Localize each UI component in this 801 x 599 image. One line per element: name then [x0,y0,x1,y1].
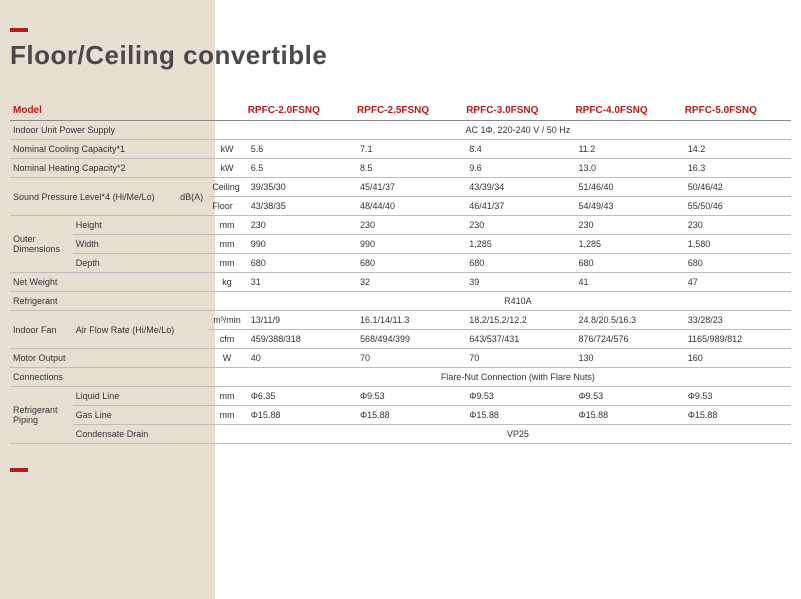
spec-table: Model RPFC-2.0FSNQ RPFC-2.5FSNQ RPFC-3.0… [10,101,791,444]
row-afr-m3min: Indoor Fan Air Flow Rate (Hi/Me/Lo) m³/m… [10,311,791,330]
accent-tick-bottom [10,468,28,472]
row-dim-height: Outer Dimensions Height mm 230 230 230 2… [10,216,791,235]
accent-tick-top [10,28,28,32]
page-title: Floor/Ceiling convertible [10,40,791,71]
row-heating: Nominal Heating Capacity*2 kW 6.5 8.5 9.… [10,159,791,178]
row-piping-liquid: Refrigerant Piping Liquid Line mm Φ6.35 … [10,387,791,406]
row-piping-drain: Condensate Drain VP25 [10,425,791,444]
row-cooling: Nominal Cooling Capacity*1 kW 5.6 7.1 8.… [10,140,791,159]
row-spl-ceiling: Sound Pressure Level*4 (Hi/Me/Lo) dB(A) … [10,178,791,197]
model-col-4: RPFC-5.0FSNQ [682,101,791,121]
model-col-1: RPFC-2.5FSNQ [354,101,463,121]
model-col-2: RPFC-3.0FSNQ [463,101,572,121]
table-header-row: Model RPFC-2.0FSNQ RPFC-2.5FSNQ RPFC-3.0… [10,101,791,121]
row-piping-gas: Gas Line mm Φ15.88 Φ15.88 Φ15.88 Φ15.88 … [10,406,791,425]
model-header: Model [10,101,245,121]
row-dim-width: Width mm 990 990 1,285 1,285 1,580 [10,235,791,254]
model-col-0: RPFC-2.0FSNQ [245,101,354,121]
row-connections: Connections Flare-Nut Connection (with F… [10,368,791,387]
model-col-3: RPFC-4.0FSNQ [572,101,681,121]
value-power-supply: AC 1Φ, 220-240 V / 50 Hz [245,121,791,140]
row-power-supply: Indoor Unit Power Supply AC 1Φ, 220-240 … [10,121,791,140]
row-refrigerant: Refrigerant R410A [10,292,791,311]
row-weight: Net Weight kg 31 32 39 41 47 [10,273,791,292]
row-dim-depth: Depth mm 680 680 680 680 680 [10,254,791,273]
label-power-supply: Indoor Unit Power Supply [10,121,245,140]
row-motor: Motor Output W 40 70 70 130 160 [10,349,791,368]
